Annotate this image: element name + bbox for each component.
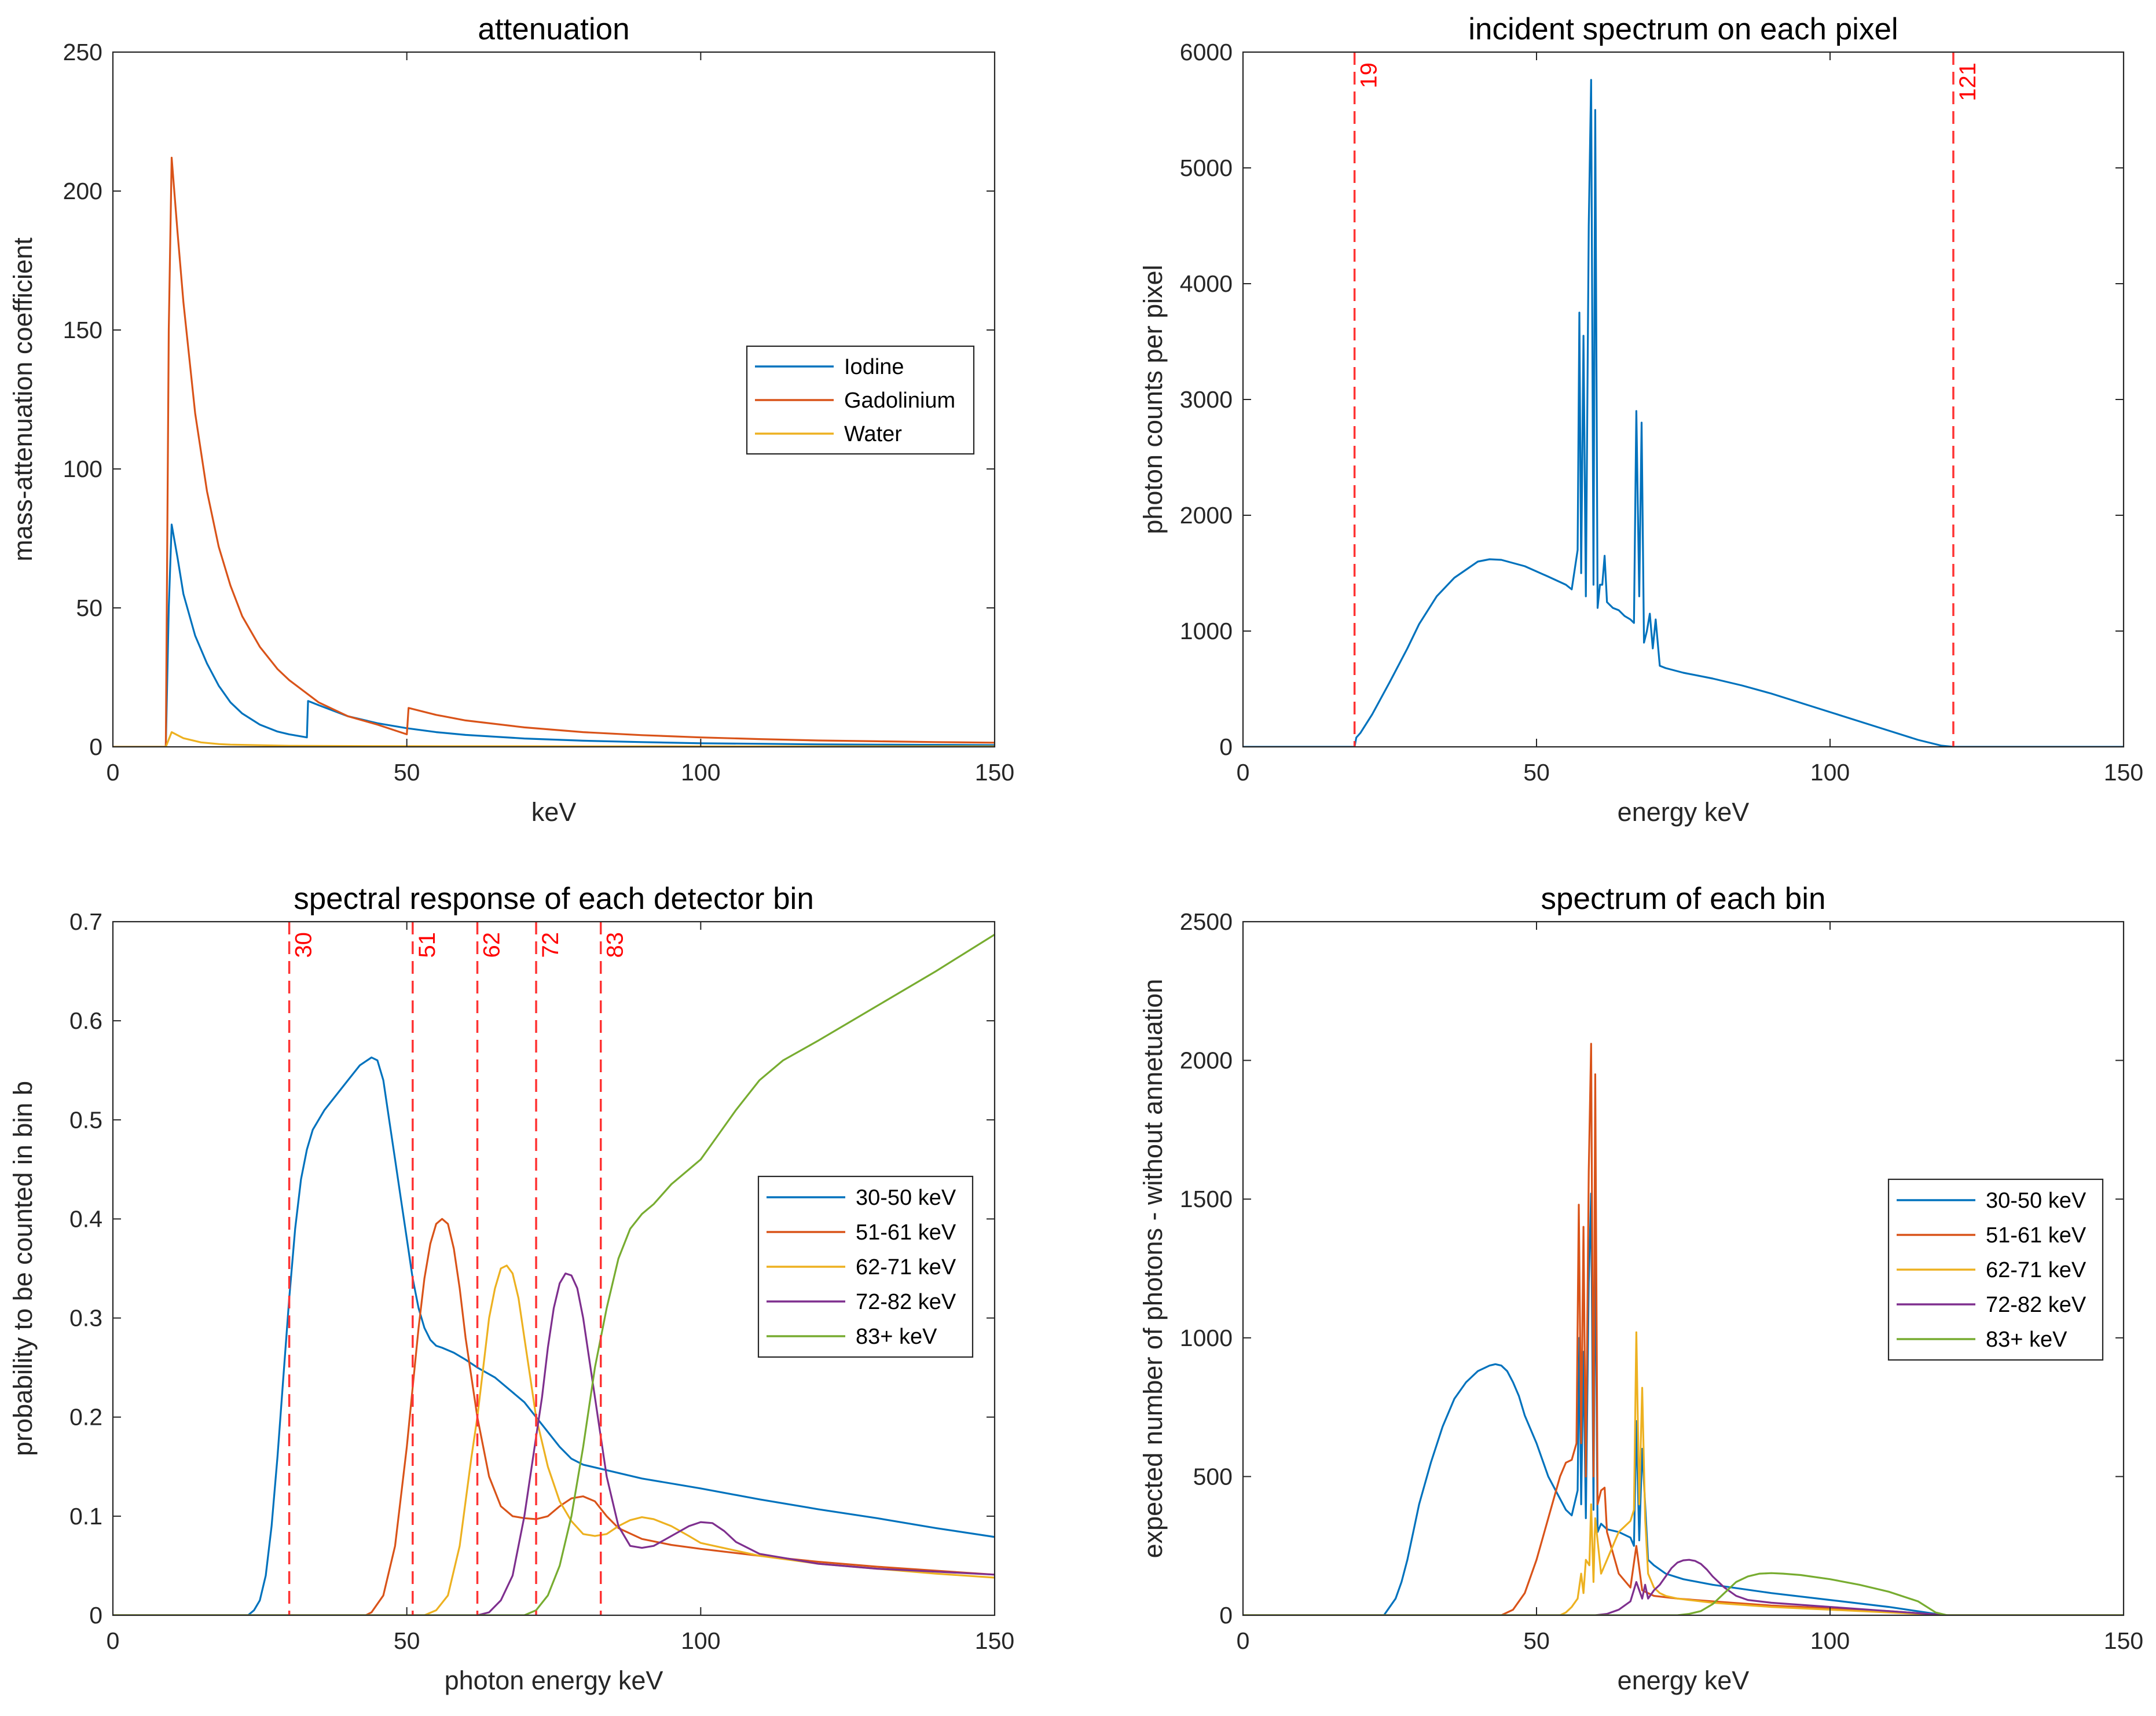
y-tick-label: 500 bbox=[1193, 1463, 1233, 1490]
y-tick-label: 0 bbox=[89, 1602, 102, 1629]
x-axis-label: energy keV bbox=[1618, 797, 1750, 827]
legend-entry: 62-71 keV bbox=[1986, 1258, 2087, 1282]
y-tick-label: 0.2 bbox=[69, 1404, 102, 1431]
legend-entry: 30-50 keV bbox=[856, 1186, 956, 1210]
legend-entry: 30-50 keV bbox=[1986, 1189, 2087, 1213]
y-axis-label: photon counts per pixel bbox=[1138, 265, 1168, 534]
y-tick-label: 150 bbox=[63, 317, 102, 343]
threshold-label: 62 bbox=[479, 932, 505, 958]
x-tick-label: 0 bbox=[1237, 759, 1250, 786]
x-tick-label: 100 bbox=[1810, 759, 1850, 786]
series-line-72-82-kev bbox=[113, 1273, 995, 1615]
y-tick-label: 4000 bbox=[1180, 270, 1233, 297]
y-tick-label: 0.7 bbox=[69, 908, 102, 935]
chart-title: spectral response of each detector bin bbox=[294, 882, 814, 916]
series-line-spectrum bbox=[1243, 79, 2124, 747]
series-line-83-kev bbox=[1243, 1572, 2124, 1615]
x-tick-label: 0 bbox=[1237, 1627, 1250, 1654]
y-tick-label: 1500 bbox=[1180, 1186, 1233, 1212]
legend-entry: 72-82 keV bbox=[1986, 1293, 2087, 1317]
attenuation-chart: 0 50 100 150 0 50 100 150 200 250 attenuation keV ma… bbox=[8, 12, 1014, 827]
chart-title: incident spectrum on each pixel bbox=[1468, 12, 1898, 46]
y-tick-label: 0 bbox=[1219, 734, 1233, 760]
x-tick-label: 100 bbox=[681, 1627, 720, 1654]
series-line-83-kev bbox=[113, 933, 995, 1615]
legend-entry: Water bbox=[844, 422, 902, 446]
y-axis-label: mass-attenuation coefficient bbox=[8, 237, 38, 562]
legend-entry: Gadolinium bbox=[844, 388, 955, 413]
incident-spectrum-chart: 19 121 0 50 100 150 0 1000 2000 3000 4000 5000 6000 i… bbox=[1138, 12, 2143, 827]
legend-entry: 51-61 keV bbox=[1986, 1223, 2087, 1248]
y-tick-label: 1000 bbox=[1180, 618, 1233, 644]
y-tick-label: 5000 bbox=[1180, 155, 1233, 181]
x-axis-label: keV bbox=[531, 797, 577, 827]
legend-entry: 83+ keV bbox=[856, 1325, 937, 1349]
x-tick-label: 50 bbox=[394, 759, 420, 786]
y-tick-label: 250 bbox=[63, 39, 102, 65]
x-tick-label: 150 bbox=[2104, 1627, 2143, 1654]
x-tick-label: 0 bbox=[107, 759, 120, 786]
legend: 30-50 keV 51-61 keV 62-71 keV 72-82 keV 83+ … bbox=[757, 1175, 974, 1358]
y-tick-label: 50 bbox=[76, 595, 102, 621]
legend-entry: 62-71 keV bbox=[856, 1255, 956, 1279]
axes-box bbox=[1242, 921, 2125, 1616]
spectral-response-chart: 30 51 62 72 83 0 50 100 150 0 0.1 0.2 0.3 0.4 0.5 0.6 0.… bbox=[8, 882, 1014, 1695]
chart-title: spectrum of each bin bbox=[1541, 882, 1826, 916]
legend-entry: Iodine bbox=[844, 355, 904, 379]
y-tick-label: 200 bbox=[63, 178, 102, 204]
y-tick-label: 0.3 bbox=[69, 1305, 102, 1332]
legend: Iodine Gadolinium Water bbox=[746, 345, 975, 455]
x-axis-label: photon energy keV bbox=[445, 1666, 663, 1695]
series-group bbox=[1243, 1043, 2124, 1615]
threshold-label: 30 bbox=[291, 932, 317, 958]
series-line-51-61-kev bbox=[113, 1218, 995, 1615]
x-axis-label: energy keV bbox=[1618, 1666, 1750, 1695]
legend-entry: 51-61 keV bbox=[856, 1220, 956, 1245]
y-axis-label: probability to be counted in bin b bbox=[8, 1081, 38, 1456]
x-tick-label: 150 bbox=[2104, 759, 2143, 786]
series-group bbox=[1243, 79, 2124, 747]
y-tick-label: 6000 bbox=[1180, 39, 1233, 65]
series-line-62-71-kev bbox=[113, 1264, 995, 1615]
axes-box bbox=[112, 921, 996, 1616]
series-line-gadolinium bbox=[113, 156, 995, 747]
y-axis-label: expected number of photons - without ann… bbox=[1138, 979, 1168, 1559]
legend: 30-50 keV 51-61 keV 62-71 keV 72-82 keV 83+ … bbox=[1887, 1178, 2104, 1361]
y-tick-label: 0.6 bbox=[69, 1007, 102, 1034]
series-line-51-61-kev bbox=[1243, 1043, 2124, 1615]
series-line-72-82-kev bbox=[1243, 1559, 2124, 1615]
x-tick-label: 150 bbox=[975, 1627, 1014, 1654]
x-tick-label: 150 bbox=[975, 759, 1014, 786]
threshold-label: 72 bbox=[538, 932, 563, 958]
y-tick-label: 0.4 bbox=[69, 1205, 102, 1232]
y-tick-label: 2000 bbox=[1180, 502, 1233, 529]
threshold-label: 19 bbox=[1356, 63, 1382, 89]
x-tick-label: 100 bbox=[681, 759, 720, 786]
y-tick-label: 100 bbox=[63, 456, 102, 482]
threshold-label: 83 bbox=[603, 932, 628, 958]
x-tick-label: 50 bbox=[1523, 1627, 1550, 1654]
threshold-label: 121 bbox=[1955, 63, 1981, 101]
x-tick-label: 0 bbox=[107, 1627, 120, 1654]
y-tick-label: 0 bbox=[89, 734, 102, 760]
y-tick-label: 0 bbox=[1219, 1602, 1233, 1629]
y-tick-label: 2500 bbox=[1180, 908, 1233, 935]
axes-box bbox=[112, 51, 996, 748]
y-tick-label: 0.1 bbox=[69, 1503, 102, 1530]
y-tick-label: 3000 bbox=[1180, 386, 1233, 413]
y-tick-label: 2000 bbox=[1180, 1047, 1233, 1074]
x-tick-label: 100 bbox=[1810, 1627, 1850, 1654]
legend-entry: 83+ keV bbox=[1986, 1328, 2067, 1352]
y-tick-label: 0.5 bbox=[69, 1106, 102, 1133]
x-tick-label: 50 bbox=[1523, 759, 1550, 786]
series-line-62-71-kev bbox=[1243, 1331, 2124, 1615]
chart-title: attenuation bbox=[478, 12, 629, 46]
y-tick-label: 1000 bbox=[1180, 1325, 1233, 1351]
threshold-label: 51 bbox=[415, 932, 440, 958]
x-tick-label: 50 bbox=[394, 1627, 420, 1654]
legend-entry: 72-82 keV bbox=[856, 1290, 956, 1314]
plot-area bbox=[1243, 52, 2124, 747]
